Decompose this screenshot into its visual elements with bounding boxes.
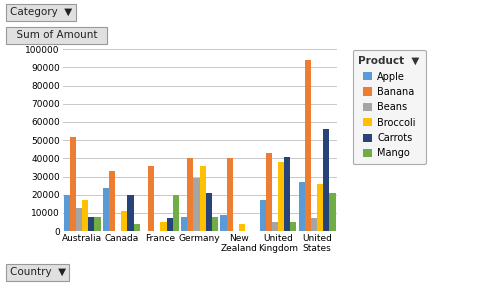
Bar xyxy=(133,224,139,231)
Bar xyxy=(94,217,100,231)
Bar xyxy=(284,157,289,231)
Text: Country  ▼: Country ▼ xyxy=(10,267,66,277)
Bar xyxy=(316,184,323,231)
Bar xyxy=(311,218,316,231)
Bar xyxy=(148,166,154,231)
Bar xyxy=(103,188,109,231)
Bar xyxy=(212,217,217,231)
Bar xyxy=(172,195,179,231)
Bar xyxy=(63,195,70,231)
Bar xyxy=(289,222,296,231)
Bar xyxy=(109,171,115,231)
Legend: Apple, Banana, Beans, Broccoli, Carrots, Mango: Apple, Banana, Beans, Broccoli, Carrots,… xyxy=(352,50,425,164)
Bar xyxy=(70,136,76,231)
Bar xyxy=(199,166,205,231)
Bar xyxy=(220,215,226,231)
Text: Sum of Amount: Sum of Amount xyxy=(10,30,103,40)
Bar xyxy=(226,158,232,231)
Bar xyxy=(298,182,304,231)
Bar xyxy=(193,178,199,231)
Bar xyxy=(238,224,244,231)
Bar xyxy=(121,211,127,231)
Bar xyxy=(160,222,166,231)
Bar xyxy=(82,200,88,231)
Bar xyxy=(205,193,212,231)
Bar xyxy=(271,222,277,231)
Bar xyxy=(304,60,311,231)
Bar xyxy=(187,158,193,231)
Bar xyxy=(329,193,335,231)
Bar xyxy=(265,153,271,231)
Bar xyxy=(76,208,82,231)
Bar xyxy=(259,200,265,231)
Bar xyxy=(181,217,187,231)
Bar xyxy=(323,129,329,231)
Bar xyxy=(166,218,172,231)
Text: Category  ▼: Category ▼ xyxy=(10,7,72,17)
Bar xyxy=(127,195,133,231)
Bar xyxy=(88,217,94,231)
Bar xyxy=(277,162,284,231)
